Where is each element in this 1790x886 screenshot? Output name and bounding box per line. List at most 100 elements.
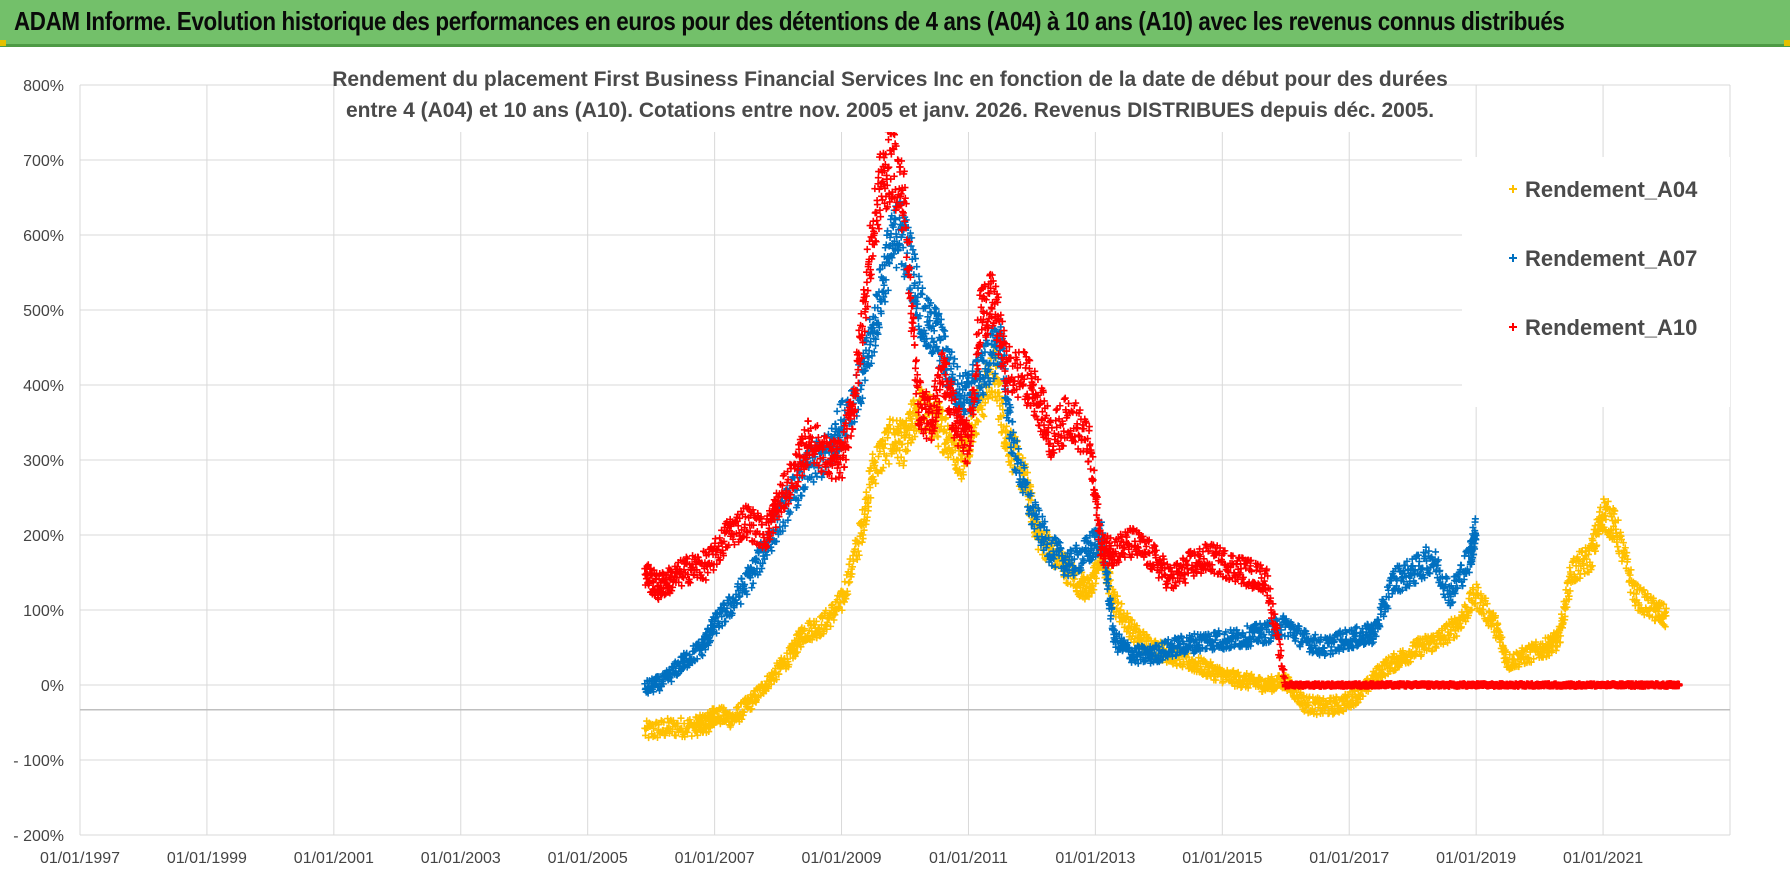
data-point [869,450,877,458]
data-point [1566,587,1574,595]
data-point [1595,530,1603,538]
data-point [876,447,884,455]
data-point [853,555,861,563]
data-point [1267,673,1275,681]
data-point [1417,651,1425,659]
data-point [1492,612,1500,620]
data-point [911,279,919,287]
data-point [1019,454,1027,462]
data-point [1212,676,1220,684]
data-point [1482,594,1490,602]
data-point [850,418,858,426]
data-point [1532,638,1540,646]
data-point [1438,627,1446,635]
data-point [905,431,913,439]
data-point [932,305,940,313]
data-point [722,617,730,625]
data-point [779,518,787,526]
data-point [823,625,831,633]
data-point [1432,548,1440,556]
data-point [951,355,958,363]
data-point [872,335,880,343]
data-point [706,637,714,645]
data-point [902,417,910,425]
data-point [1123,628,1131,636]
data-point [973,416,981,424]
data-point [1563,603,1571,611]
data-point [1480,610,1488,618]
data-point [867,464,875,472]
data-point [875,323,883,331]
y-tick-label: 100% [23,603,64,620]
data-point [667,678,675,686]
data-point [890,250,898,258]
data-point [914,293,922,301]
data-point [888,254,896,262]
data-point [1023,469,1031,477]
data-point [827,622,835,630]
data-point [935,310,943,318]
data-point [1305,701,1313,709]
data-point [896,446,904,454]
data-point [1627,566,1635,574]
data-point [911,255,919,263]
data-point [904,447,912,455]
data-point [881,298,889,306]
data-point [859,535,867,543]
data-point [860,526,868,534]
data-point [879,464,887,472]
data-point [1600,495,1608,503]
series-group [641,119,1683,742]
data-point [884,434,892,442]
data-point [937,315,945,323]
data-point [882,276,890,284]
data-point [996,379,1004,387]
x-tick-label: 01/01/2011 [929,850,1008,867]
data-point [917,289,925,297]
data-point [1602,515,1610,523]
x-tick-label: 01/01/2003 [421,850,501,867]
data-point [746,574,754,582]
data-point [1624,555,1632,563]
data-point [697,650,705,658]
data-point [810,478,818,486]
data-point [738,575,746,583]
y-tick-label: 200% [23,528,64,545]
data-point [723,604,731,612]
data-point [1593,541,1601,549]
data-point [1479,601,1487,609]
data-point [875,452,883,460]
data-point [761,555,769,563]
data-point [1359,692,1367,700]
data-point [870,476,878,484]
data-point [1121,623,1129,631]
data-point [763,551,771,559]
data-point [1611,507,1619,515]
data-point [1117,606,1125,614]
data-point [779,527,787,535]
data-point [899,244,907,252]
data-point [1115,610,1123,618]
data-point [686,651,694,659]
data-point [727,721,735,729]
data-point [1465,611,1473,619]
data-point [944,453,952,461]
data-point [867,359,875,367]
data-point [879,436,887,444]
data-point [1498,633,1506,641]
data-point [911,250,919,258]
data-point [1640,586,1648,594]
data-point [918,386,925,394]
data-point [852,371,860,379]
data-point [913,263,921,271]
data-point [1614,516,1622,524]
data-point [1561,612,1569,620]
data-point [1565,592,1573,600]
header-bar: ADAM Informe. Evolution historique des p… [0,0,1790,47]
data-point [794,496,802,504]
data-point [895,240,903,248]
data-point [883,452,891,460]
x-tick-label: 01/01/1999 [167,850,247,867]
data-point [876,265,884,273]
